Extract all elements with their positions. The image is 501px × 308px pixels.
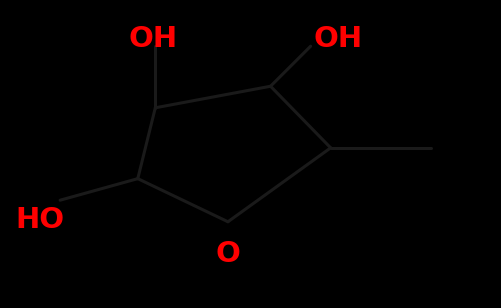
Text: HO: HO xyxy=(16,206,65,234)
Text: O: O xyxy=(215,240,240,268)
Text: OH: OH xyxy=(128,25,177,53)
Text: OH: OH xyxy=(314,25,363,53)
